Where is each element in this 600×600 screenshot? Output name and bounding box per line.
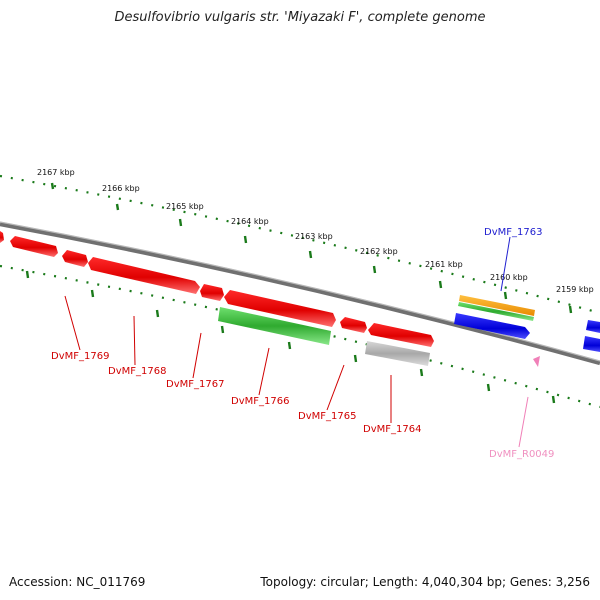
gene-arrow-small-1[interactable] — [62, 250, 88, 267]
gene-bar-dvmf-1766[interactable] — [218, 307, 331, 345]
gene-labels: DvMF_1769 DvMF_1768 DvMF_1767 DvMF_1766 … — [51, 227, 554, 460]
gene-arrow-dvmf-1764[interactable] — [368, 323, 434, 347]
gene-label-dvmf-1768[interactable]: DvMF_1768 — [108, 366, 166, 377]
gene-arrow-dvmf-1767[interactable] — [200, 284, 224, 301]
gene-bar-dvmf-1764[interactable] — [365, 341, 430, 366]
tick-label: 2159 kbp — [556, 285, 594, 294]
inner-major-ticks — [25, 270, 556, 404]
genome-stats-text: Topology: circular; Length: 4,040,304 bp… — [260, 575, 590, 589]
gene-label-dvmf-1765[interactable]: DvMF_1765 — [298, 411, 356, 422]
feature-bar-green[interactable] — [458, 302, 534, 321]
feature-bar-orange[interactable] — [459, 295, 535, 316]
accession-text: Accession: NC_011769 — [9, 575, 146, 589]
feature-cluster-dvmf-1763[interactable] — [454, 295, 535, 339]
gene-arrow-dvmf-1766[interactable] — [224, 290, 336, 327]
gene-arrow-dvmf-1769[interactable] — [10, 236, 58, 257]
outer-major-ticks — [50, 182, 573, 314]
gene-arrow-dvmf-1765[interactable] — [340, 317, 367, 333]
map-title: Desulfovibrio vulgaris str. 'Miyazaki F'… — [114, 10, 486, 25]
kbp-labels: 2167 kbp 2166 kbp 2165 kbp 2164 kbp 2163… — [37, 168, 594, 294]
outer-tick-ring — [0, 174, 600, 315]
tick-label: 2165 kbp — [166, 202, 204, 211]
feature-arrow-blue[interactable] — [454, 313, 530, 339]
gene-label-dvmf-1763[interactable]: DvMF_1763 — [484, 227, 542, 238]
gene-label-dvmf-r0049[interactable]: DvMF_R0049 — [489, 449, 554, 460]
tick-label: 2164 kbp — [231, 217, 269, 226]
gene-label-dvmf-1764[interactable]: DvMF_1764 — [363, 424, 421, 435]
gene-label-dvmf-1769[interactable]: DvMF_1769 — [51, 351, 109, 362]
genome-backbone — [0, 221, 600, 366]
gene-leader-lines — [64, 236, 529, 448]
tick-label: 2162 kbp — [360, 247, 398, 256]
gene-arrow-blue-right-1[interactable] — [586, 320, 600, 333]
gene-label-dvmf-1766[interactable]: DvMF_1766 — [231, 396, 289, 407]
tick-label: 2167 kbp — [37, 168, 75, 177]
gene-arrow-dvmf-1768[interactable] — [88, 257, 200, 294]
gene-arrow-blue-right-2[interactable] — [583, 336, 600, 352]
gene-label-dvmf-1767[interactable]: DvMF_1767 — [166, 379, 224, 390]
tick-label: 2161 kbp — [425, 260, 463, 269]
tick-label: 2166 kbp — [102, 184, 140, 193]
inner-tick-ring — [0, 264, 600, 409]
tick-label: 2160 kbp — [490, 273, 528, 282]
gene-arrow-left-edge[interactable] — [0, 231, 4, 243]
tick-label: 2163 kbp — [295, 232, 333, 241]
rna-marker-dvmf-r0049[interactable] — [533, 356, 540, 367]
forward-genes[interactable] — [0, 231, 434, 347]
